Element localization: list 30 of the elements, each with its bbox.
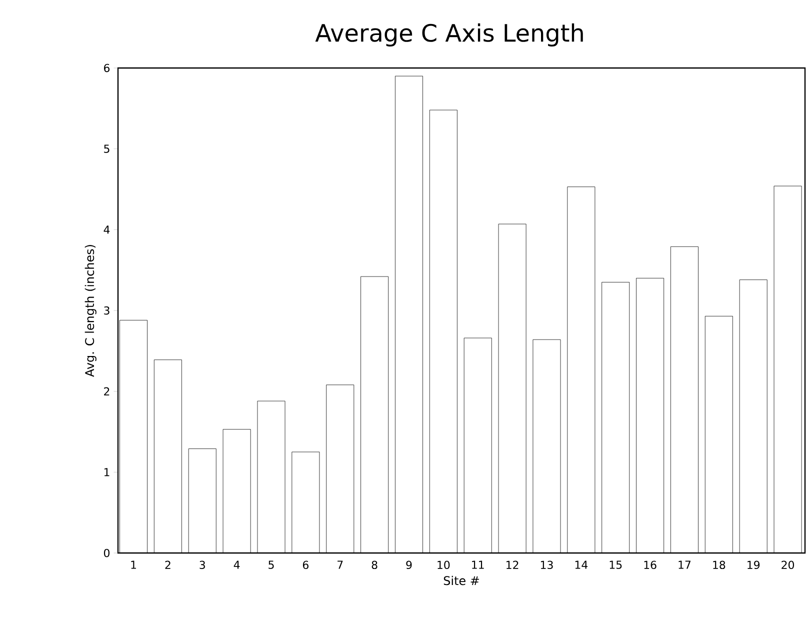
x-tick-label: 12 [506,560,518,569]
x-tick-label: 19 [748,560,760,570]
y-tick-label: 2 [104,387,110,396]
x-tick-label: 1 [131,560,136,569]
x-tick-label: 3 [200,560,205,570]
x-axis-title: Site # [444,576,479,586]
y-tick-label: 4 [104,226,110,234]
x-tick-label: 4 [234,560,240,569]
x-tick-label: 7 [338,560,343,569]
x-tick-label: 11 [472,560,484,569]
y-tick-label: 5 [104,144,110,153]
x-tick-label: 2 [165,560,170,569]
x-tick-label: 5 [268,560,274,569]
y-tick-label: 3 [104,306,110,315]
x-tick-label: 9 [406,560,412,570]
x-tick-label: 14 [575,560,588,569]
x-tick-label: 18 [713,560,726,570]
x-tick-label: 6 [302,560,308,570]
y-axis-title: Avg. C length (inches) [84,245,96,377]
x-tick-label: 17 [678,560,691,569]
x-tick-label: 10 [438,560,450,570]
x-tick-label: 13 [540,560,553,570]
x-tick-label: 15 [610,560,622,569]
x-tick-label: 16 [644,560,656,570]
x-tick-label: 8 [372,560,378,570]
y-tick-label: 1 [104,468,110,476]
x-tick-label: 20 [782,560,794,570]
y-tick-label: 0 [104,548,110,558]
chart-title: Average C Axis Length [315,23,583,47]
y-tick-label: 6 [104,64,110,72]
